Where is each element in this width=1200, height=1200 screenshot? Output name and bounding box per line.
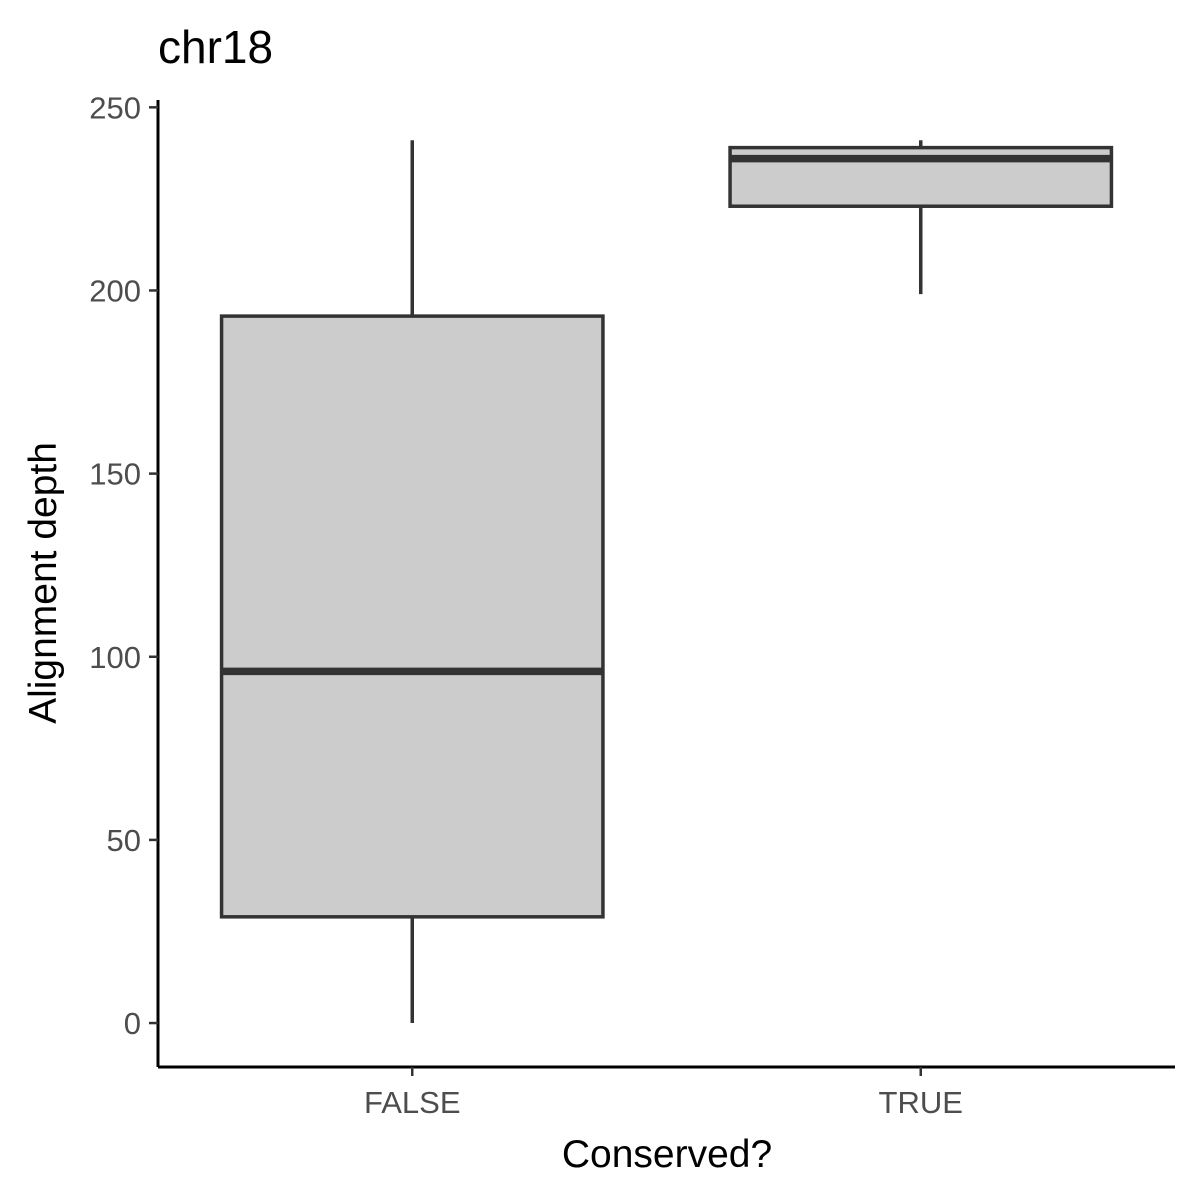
y-tick-label-150: 150 [89, 457, 141, 492]
y-axis-title: Alignment depth [22, 442, 65, 724]
x-tick-label-true: TRUE [879, 1085, 963, 1120]
y-tick-label-250: 250 [89, 90, 141, 125]
x-axis-title: Conserved? [562, 1133, 772, 1176]
y-tick-label-0: 0 [124, 1006, 141, 1041]
chart-title: chr18 [158, 21, 273, 73]
x-tick-label-false: FALSE [364, 1085, 461, 1120]
box-false [219, 314, 605, 919]
plot-area: 0 50 100 150 200 250 FALSE TRUE [89, 90, 1175, 1120]
y-tick-label-200: 200 [89, 273, 141, 308]
y-tick-label-50: 50 [107, 823, 141, 858]
y-tick-label-100: 100 [89, 640, 141, 675]
